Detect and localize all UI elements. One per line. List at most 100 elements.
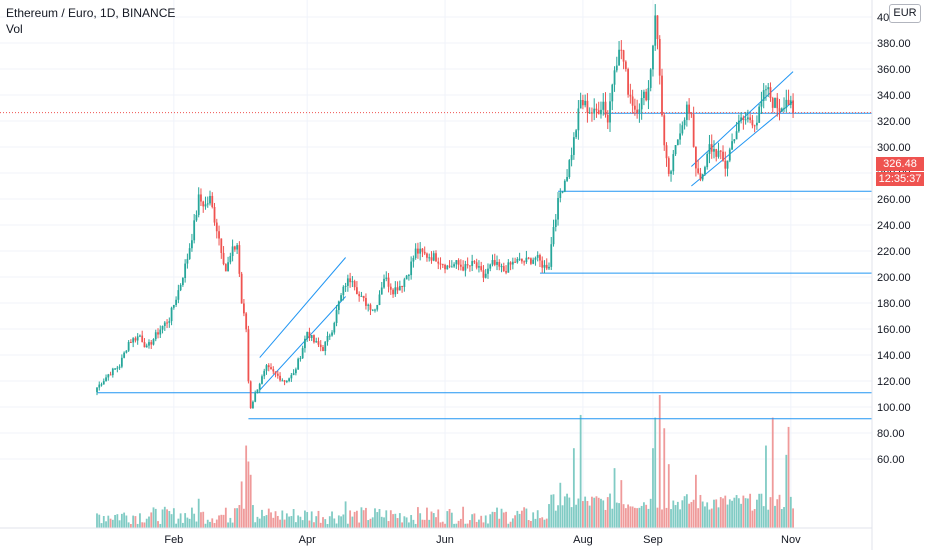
- volume-bar: [387, 521, 390, 528]
- candle-body: [102, 381, 105, 385]
- volume-bar: [695, 474, 697, 528]
- candle-body: [767, 87, 770, 90]
- volume-bar: [554, 510, 557, 528]
- symbol-title[interactable]: Ethereum / Euro, 1D, BINANCE: [6, 6, 176, 20]
- volume-bar: [446, 511, 449, 528]
- volume-bar: [145, 518, 148, 528]
- volume-bar: [306, 512, 309, 528]
- time-tick-label: Aug: [573, 534, 593, 546]
- price-tick-label: 220.00: [877, 246, 911, 258]
- volume-bar: [243, 508, 245, 528]
- candle-body: [453, 264, 455, 267]
- volume-bar: [136, 523, 139, 528]
- candle-body: [179, 285, 182, 291]
- volume-bar: [751, 510, 754, 528]
- volume-bar: [120, 513, 123, 528]
- volume-bar: [604, 509, 607, 528]
- volume-bar: [188, 518, 191, 528]
- volume-bar: [342, 514, 345, 528]
- volume-bar: [645, 504, 648, 528]
- volume-bar: [532, 512, 535, 528]
- candle-body: [378, 294, 381, 305]
- time-axis[interactable]: Feb Apr Jun Aug Sep Nov: [164, 534, 801, 546]
- candle-body: [493, 260, 496, 265]
- channel-lower-line[interactable]: [691, 101, 794, 187]
- candle-body: [270, 367, 272, 370]
- volume-bar: [299, 516, 302, 528]
- volume-bar: [724, 495, 727, 528]
- time-tick-label: Feb: [164, 534, 183, 546]
- channel-upper-line[interactable]: [259, 257, 346, 358]
- volume-bar: [597, 497, 600, 528]
- volume-bar: [365, 507, 367, 528]
- time-tick-label: Sep: [643, 534, 663, 546]
- volume-bar: [674, 505, 677, 528]
- volume-bar: [588, 505, 591, 528]
- candle-body: [753, 125, 756, 127]
- volume-bar: [256, 516, 259, 528]
- channel-lower-line[interactable]: [259, 296, 346, 391]
- candle-body: [276, 373, 279, 376]
- volume-bar: [713, 499, 715, 528]
- volume-bar: [609, 493, 611, 528]
- volume-bar: [202, 511, 205, 528]
- volume-bar: [559, 482, 562, 528]
- volume-bar: [369, 518, 372, 528]
- volume-bar: [511, 518, 514, 528]
- volume-bar: [710, 508, 713, 528]
- volume-bar: [717, 507, 720, 528]
- candle-body: [394, 287, 397, 295]
- volume-bar: [197, 498, 200, 528]
- volume-bar: [658, 395, 661, 528]
- volume-bar: [516, 510, 519, 528]
- candle-body: [412, 257, 415, 262]
- volume-bar: [389, 510, 392, 528]
- candle-body: [715, 149, 718, 157]
- candle-body: [690, 113, 693, 115]
- candle-body: [159, 329, 162, 335]
- candle-body: [331, 332, 333, 336]
- volume-bar: [737, 498, 740, 528]
- candle-body: [405, 275, 408, 280]
- volume-bar: [224, 507, 227, 528]
- volume-bar: [426, 507, 428, 528]
- volume-bar: [184, 513, 187, 528]
- candle-body: [692, 114, 695, 147]
- price-axis[interactable]: 420.00400.00380.00360.00340.00320.00300.…: [877, 0, 911, 466]
- candle-body: [563, 180, 566, 192]
- volume-bar: [789, 496, 792, 528]
- candle-body: [534, 257, 537, 260]
- candle-body: [281, 380, 284, 382]
- volume-bar: [349, 510, 352, 528]
- candle-body: [593, 108, 596, 114]
- volume-bar: [643, 502, 645, 528]
- channel-upper-line[interactable]: [691, 71, 794, 167]
- candle-body: [471, 261, 474, 266]
- candle-body: [430, 257, 433, 261]
- volume-bar: [525, 508, 528, 528]
- volume-bar: [430, 511, 433, 528]
- candle-body: [670, 171, 672, 174]
- currency-badge[interactable]: EUR: [889, 4, 921, 23]
- volume-bar: [403, 516, 406, 528]
- candle-body: [746, 117, 749, 120]
- candle-body: [96, 387, 98, 393]
- candle-body: [654, 15, 657, 46]
- candle-body: [726, 160, 729, 169]
- candle-body: [123, 352, 126, 358]
- volume-bar: [213, 523, 216, 528]
- volume-bar: [396, 518, 399, 528]
- volume-indicator-label[interactable]: Vol: [6, 22, 23, 36]
- volume-bar: [785, 454, 788, 528]
- volume-bar: [450, 512, 453, 528]
- volume-bar: [281, 510, 284, 528]
- volume-bar: [464, 523, 467, 528]
- volume-bar: [500, 508, 503, 528]
- candle-body: [505, 271, 507, 273]
- candle-body: [787, 99, 790, 105]
- volume-bar: [595, 496, 598, 528]
- volume-bar: [333, 518, 336, 528]
- candle-body: [265, 365, 268, 371]
- volume-bar: [552, 494, 555, 528]
